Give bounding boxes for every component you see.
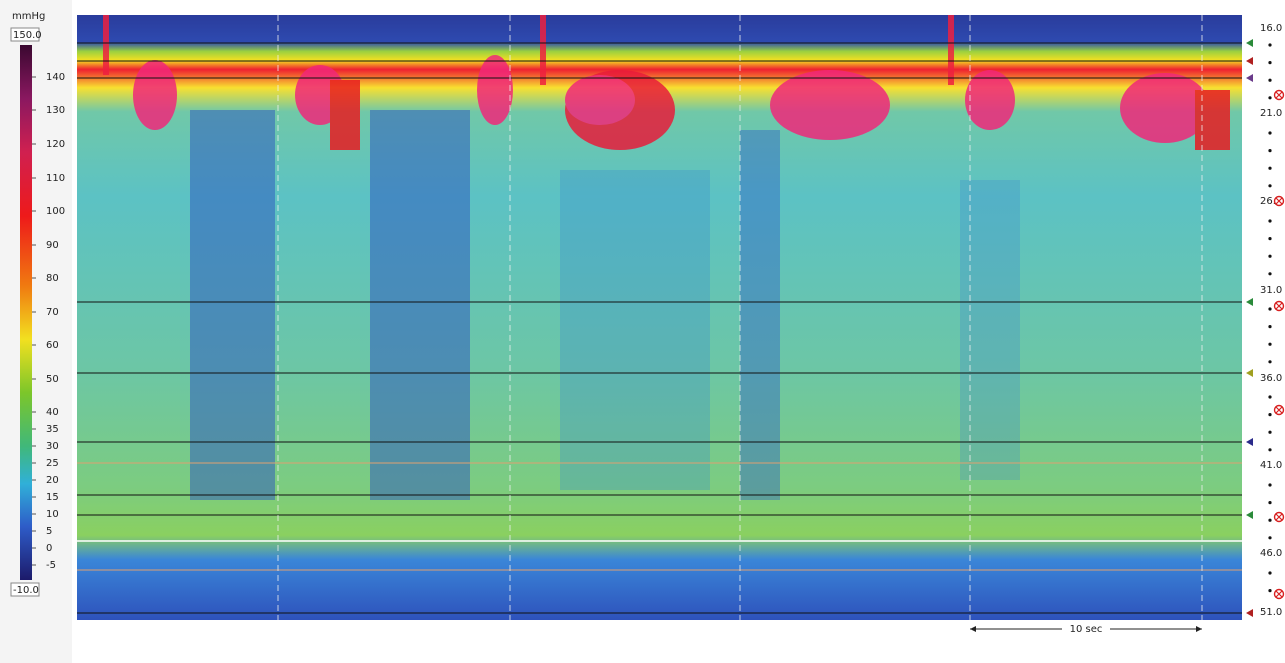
scale-tick-label: 10 [46, 509, 59, 520]
sensor-dot [1268, 96, 1271, 99]
sensor-marker [1246, 57, 1253, 65]
time-scale-label: 10 sec [1070, 624, 1103, 635]
sensor-marker [1246, 511, 1253, 519]
sensor-dot [1268, 61, 1271, 64]
sensor-dot [1268, 413, 1271, 416]
sensor-marker [1246, 438, 1253, 446]
scale-tick-label: 80 [46, 273, 59, 284]
scale-tick-label: 15 [46, 492, 59, 503]
scale-tick-label: -5 [46, 560, 56, 571]
scale-tick-label: 90 [46, 240, 59, 251]
scale-tick-label: 110 [46, 173, 65, 184]
sensor-dot [1268, 43, 1271, 46]
sensor-dot [1268, 536, 1271, 539]
sensor-dot [1268, 131, 1271, 134]
max-label[interactable]: 150.0 [13, 30, 42, 41]
sensor-dot [1268, 272, 1271, 275]
sensor-dot [1268, 483, 1271, 486]
scale-tick-label: 30 [46, 441, 59, 452]
unit: mmHg [12, 11, 45, 22]
scale-tick-label: 60 [46, 340, 59, 351]
sensor-dot [1268, 395, 1271, 398]
scale-tick-label: 120 [46, 139, 65, 150]
sensor-dot [1268, 307, 1271, 310]
sensor-dot [1268, 79, 1271, 82]
depth-label: 51.0 [1260, 607, 1282, 618]
scale-tick-label: 40 [46, 407, 59, 418]
scale-tick-label: 35 [46, 424, 59, 435]
sensor-dot [1268, 431, 1271, 434]
sensor-marker [1246, 74, 1253, 82]
scale-tick-label: 5 [46, 526, 52, 537]
sensor-dot [1268, 219, 1271, 222]
sensor-dot [1268, 255, 1271, 258]
sensor-dot [1268, 501, 1271, 504]
scale-tick-label: 50 [46, 374, 59, 385]
sensor-marker [1246, 298, 1253, 306]
min-label[interactable]: -10.0 [13, 585, 39, 596]
scale-tick-label: 25 [46, 458, 59, 469]
scale-panel [0, 0, 72, 663]
depth-label: 16.0 [1260, 23, 1282, 34]
scale-tick-label: 70 [46, 307, 59, 318]
manometry-view: mmHg 150.0 -10.0 14013012011010090807060… [0, 0, 1285, 663]
depth-label: 31.0 [1260, 285, 1282, 296]
sensor-dot [1268, 360, 1271, 363]
sensor-marker [1246, 369, 1253, 377]
depth-label: 46.0 [1260, 548, 1282, 559]
color-bar [20, 45, 32, 580]
sensor-dot [1268, 571, 1271, 574]
scale-tick-label: 0 [46, 543, 52, 554]
sensor-dot [1268, 237, 1271, 240]
sensor-dot [1268, 343, 1271, 346]
sensor-dot [1268, 325, 1271, 328]
sensor-dot [1268, 167, 1271, 170]
sensor-dot [1268, 589, 1271, 592]
sensor-marker [1246, 39, 1253, 47]
depth-label: 41.0 [1260, 460, 1282, 471]
scale-tick-label: 140 [46, 72, 65, 83]
scale-tick-label: 20 [46, 475, 59, 486]
sensor-dot [1268, 519, 1271, 522]
sensor-dot [1268, 149, 1271, 152]
scale-tick-label: 130 [46, 105, 65, 116]
sensor-dot [1268, 448, 1271, 451]
sensor-dot [1268, 184, 1271, 187]
scale-tick-label: 100 [46, 206, 65, 217]
sensor-marker [1246, 609, 1253, 617]
depth-label: 36.0 [1260, 373, 1282, 384]
depth-label: 21.0 [1260, 108, 1282, 119]
